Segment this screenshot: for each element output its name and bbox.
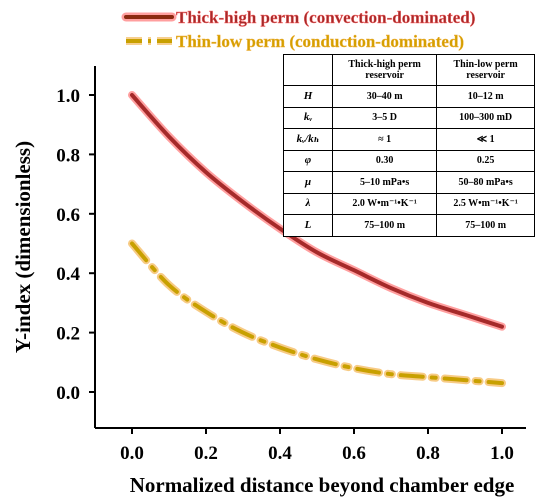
table-cell-thin: 2.5 W•m⁻¹•K⁻¹ bbox=[436, 192, 535, 215]
table-cell-thin: ≪ 1 bbox=[436, 128, 535, 151]
table-cell-thin: 75–100 m bbox=[436, 214, 535, 237]
x-tick-label: 0.8 bbox=[416, 443, 440, 464]
x-tick-label: 0.6 bbox=[342, 443, 366, 464]
table-cell-symbol: λ bbox=[283, 192, 333, 215]
table-cell-thin: 0.25 bbox=[436, 149, 535, 172]
table-header-row: Thick-high perm reservoir Thin-low perm … bbox=[283, 54, 535, 86]
x-tick-label: 0.4 bbox=[268, 443, 292, 464]
x-tick-label: 1.0 bbox=[490, 443, 514, 464]
table-row: H 30–40 m 10–12 m bbox=[283, 85, 535, 108]
table-cell-thick: ≈ 1 bbox=[331, 128, 438, 151]
table-row: φ 0.30 0.25 bbox=[283, 149, 535, 172]
legend-label-thin: Thin-low perm (conduction-dominated) bbox=[176, 32, 464, 51]
legend-item-thin: Thin-low perm (conduction-dominated) bbox=[126, 32, 464, 51]
x-tick-label: 0.2 bbox=[194, 443, 218, 464]
legend: Thick-high perm (convection-dominated) T… bbox=[121, 8, 476, 51]
table-cell-symbol: φ bbox=[283, 149, 333, 172]
table-cell-thin: 100–300 mD bbox=[436, 106, 535, 129]
table-row: kᵥ 3–5 D 100–300 mD bbox=[283, 106, 535, 129]
x-tick-label: 0.0 bbox=[120, 443, 144, 464]
legend-label-thick: Thick-high perm (convection-dominated) bbox=[176, 8, 475, 27]
series-line-halo-1 bbox=[128, 239, 506, 388]
table-row: kᵥ/kₕ ≈ 1 ≪ 1 bbox=[283, 128, 535, 151]
legend-item-thick: Thick-high perm (convection-dominated) bbox=[121, 8, 476, 27]
table-cell-thin: 10–12 m bbox=[436, 85, 535, 108]
parameter-table: Thick-high perm reservoir Thin-low perm … bbox=[283, 54, 535, 237]
y-tick-label: 0.6 bbox=[56, 205, 80, 226]
series-line-0 bbox=[130, 93, 504, 329]
y-tick-label: 1.0 bbox=[56, 86, 80, 107]
table-cell-symbol: L bbox=[283, 214, 333, 237]
table-row: λ 2.0 W•m⁻¹•K⁻¹ 2.5 W•m⁻¹•K⁻¹ bbox=[283, 192, 535, 215]
table-cell-thick: 2.0 W•m⁻¹•K⁻¹ bbox=[331, 192, 438, 215]
table-cell-thin: 50–80 mPa•s bbox=[436, 171, 535, 194]
table-header-thick: Thick-high perm reservoir bbox=[331, 54, 438, 86]
y-ticks: 0.0 0.2 0.4 0.6 0.8 1.0 bbox=[56, 86, 95, 404]
table-cell-thick: 75–100 m bbox=[331, 214, 438, 237]
series-layer bbox=[128, 91, 506, 388]
table-row: μ 5–10 mPa•s 50–80 mPa•s bbox=[283, 171, 535, 194]
table-cell-symbol: μ bbox=[283, 171, 333, 194]
table-row: L 75–100 m 75–100 m bbox=[283, 214, 535, 237]
y-tick-label: 0.4 bbox=[56, 264, 80, 285]
table-cell-thick: 5–10 mPa•s bbox=[331, 171, 438, 194]
table-cell-symbol: kᵥ/kₕ bbox=[283, 128, 333, 151]
table-header-thin: Thin-low perm reservoir bbox=[436, 54, 535, 86]
y-tick-label: 0.8 bbox=[56, 145, 80, 166]
y-tick-label: 0.2 bbox=[56, 324, 80, 345]
table-cell-thick: 0.30 bbox=[331, 149, 438, 172]
x-ticks: 0.0 0.2 0.4 0.6 0.8 1.0 bbox=[120, 428, 514, 464]
table-cell-thick: 3–5 D bbox=[331, 106, 438, 129]
series-line-1 bbox=[130, 241, 504, 386]
table-cell-symbol: kᵥ bbox=[283, 106, 333, 129]
table-header-blank bbox=[283, 54, 333, 86]
y-tick-label: 0.0 bbox=[56, 383, 80, 404]
x-axis-title: Normalized distance beyond chamber edge bbox=[130, 473, 515, 497]
table-cell-thick: 30–40 m bbox=[331, 85, 438, 108]
axes bbox=[94, 66, 526, 429]
y-axis-title: Y-index (dimensionless) bbox=[11, 141, 35, 353]
table-cell-symbol: H bbox=[283, 85, 333, 108]
